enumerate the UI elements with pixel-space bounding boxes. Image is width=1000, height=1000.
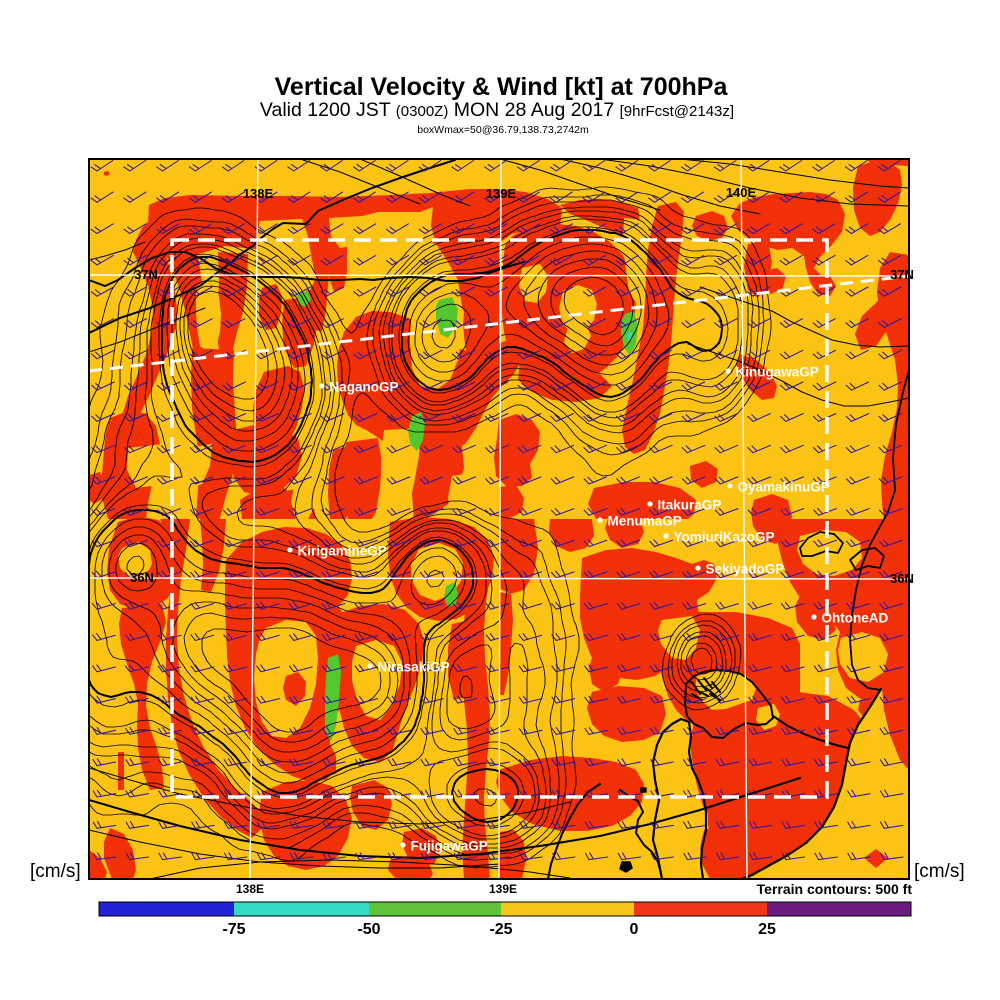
svg-text:NaganoGP: NaganoGP [330, 380, 399, 395]
svg-text:Vertical Velocity & Wind [kt]: Vertical Velocity & Wind [kt] at 700hPa [275, 73, 729, 101]
svg-text:138E: 138E [236, 882, 264, 896]
svg-text:KinugawaGP: KinugawaGP [736, 365, 819, 380]
svg-text:25: 25 [758, 921, 776, 938]
svg-text:SekiyadoGP: SekiyadoGP [706, 562, 785, 577]
svg-text:FujigawaGP: FujigawaGP [411, 839, 488, 854]
svg-text:KirigamineGP: KirigamineGP [298, 544, 387, 559]
svg-text:-50: -50 [357, 921, 380, 938]
svg-text:-75: -75 [222, 921, 245, 938]
svg-text:OhtoneAD: OhtoneAD [822, 611, 889, 626]
svg-text:0: 0 [630, 921, 639, 938]
svg-text:37N: 37N [134, 267, 158, 282]
svg-text:ItakuraGP: ItakuraGP [658, 498, 722, 513]
svg-text:-25: -25 [489, 921, 512, 938]
svg-text:boxWmax=50@36.79,138.73,2742m: boxWmax=50@36.79,138.73,2742m [417, 124, 589, 136]
svg-text:36N: 36N [890, 571, 914, 586]
svg-text:[cm/s]: [cm/s] [914, 861, 965, 882]
svg-text:139E: 139E [489, 882, 517, 896]
svg-text:NirasakiGP: NirasakiGP [378, 660, 450, 675]
svg-text:139E: 139E [486, 186, 517, 201]
svg-text:OyamakinuGP: OyamakinuGP [738, 480, 830, 495]
svg-text:37N: 37N [890, 267, 914, 282]
svg-text:36N: 36N [130, 570, 154, 585]
svg-text:Terrain contours: 500 ft: Terrain contours: 500 ft [757, 881, 913, 897]
svg-text:140E: 140E [726, 185, 757, 200]
svg-text:Valid 1200 JST (0300Z) MON 28: Valid 1200 JST (0300Z) MON 28 Aug 2017 [… [260, 99, 734, 121]
svg-text:138E: 138E [243, 186, 274, 201]
svg-text:YomiuriKazoGP: YomiuriKazoGP [674, 530, 775, 545]
svg-text:[cm/s]: [cm/s] [30, 861, 81, 882]
svg-text:MenumaGP: MenumaGP [608, 514, 682, 529]
